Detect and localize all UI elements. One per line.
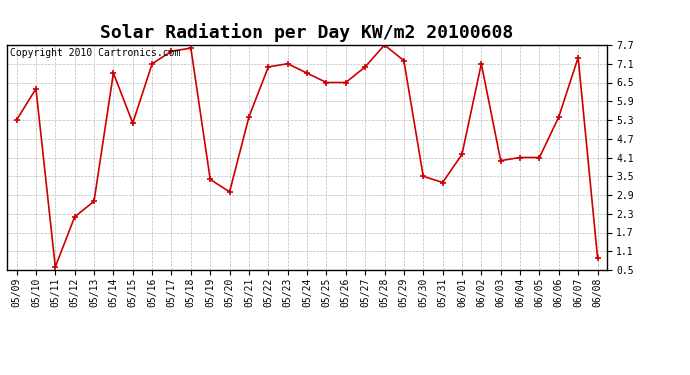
Title: Solar Radiation per Day KW/m2 20100608: Solar Radiation per Day KW/m2 20100608 [101, 23, 513, 42]
Text: Copyright 2010 Cartronics.com: Copyright 2010 Cartronics.com [10, 48, 180, 58]
